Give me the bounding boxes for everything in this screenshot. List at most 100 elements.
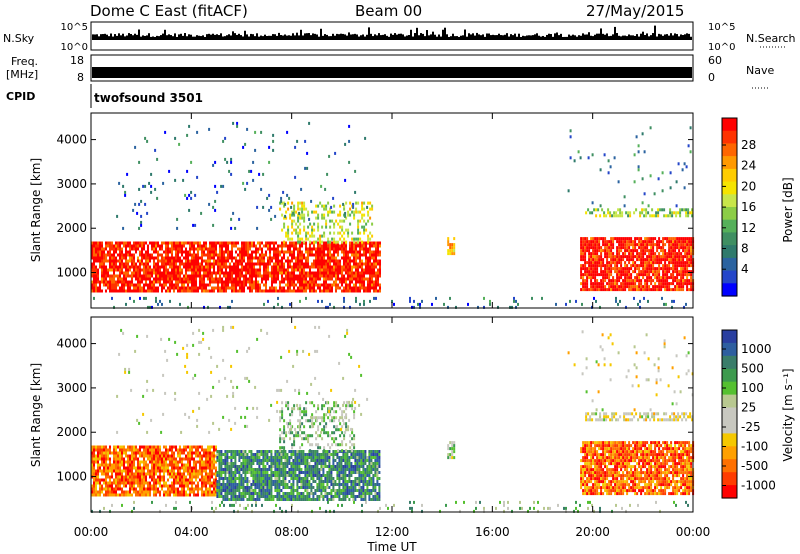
range-cell (690, 288, 693, 292)
range-cell (213, 262, 215, 266)
range-cell (628, 252, 631, 256)
range-cell (648, 237, 651, 241)
range-cell (637, 302, 639, 306)
range-cell (347, 253, 349, 257)
range-cell (684, 273, 687, 277)
range-cell (111, 472, 113, 476)
range-cell (588, 258, 591, 262)
range-cell (125, 466, 127, 470)
range-cell (281, 241, 283, 245)
range-cell (153, 451, 155, 455)
range-cell (321, 289, 323, 293)
range-cell (658, 252, 661, 256)
range-cell (255, 262, 257, 266)
range-cell (183, 457, 185, 461)
range-cell (115, 256, 117, 260)
range-cell (220, 495, 223, 498)
range-cell (159, 247, 161, 251)
range-cell (353, 265, 355, 269)
nsky-bar (642, 31, 644, 40)
range-cell (245, 268, 247, 272)
range-cell (608, 279, 611, 283)
range-cell (275, 277, 277, 281)
range-cell (271, 286, 273, 290)
range-cell (291, 241, 293, 245)
nsky-bar (526, 35, 528, 40)
range-cell (373, 296, 375, 300)
range-cell (642, 270, 645, 274)
range-cell (639, 214, 642, 218)
range-cell (235, 250, 237, 254)
range-cell (149, 454, 151, 458)
range-cell (163, 445, 165, 449)
range-cell (117, 493, 119, 497)
range-cell (209, 265, 211, 269)
range-cell (131, 484, 133, 488)
range-cell (260, 130, 263, 134)
range-cell (258, 172, 261, 176)
range-cell (369, 274, 371, 278)
range-cell (676, 240, 679, 244)
range-cell (119, 262, 121, 266)
range-cell (598, 264, 601, 268)
range-cell (97, 253, 99, 257)
range-cell (127, 460, 129, 464)
range-cell (620, 249, 623, 253)
range-cell (187, 289, 189, 293)
range-cell (169, 274, 171, 278)
range-cell (341, 265, 343, 269)
range-cell (363, 201, 366, 205)
range-cell (205, 469, 207, 473)
range-cell (634, 267, 637, 271)
range-cell (287, 262, 289, 266)
range-cell (359, 250, 361, 254)
nsky-bar (568, 34, 570, 40)
range-cell (676, 261, 679, 265)
range-cell (109, 451, 111, 455)
range-cell (149, 448, 151, 452)
range-cell (141, 478, 143, 482)
range-cell (668, 270, 671, 274)
range-cell (626, 249, 629, 253)
range-cell (355, 253, 357, 257)
range-cell (167, 490, 169, 494)
range-cell (95, 457, 97, 461)
range-cell (367, 219, 370, 223)
range-cell (333, 225, 336, 229)
range-cell (191, 487, 193, 491)
range-cell (197, 469, 199, 473)
range-cell (93, 274, 95, 278)
range-cell (608, 249, 611, 253)
range-cell (646, 288, 649, 292)
range-cell (320, 184, 323, 188)
range-cell (293, 256, 295, 260)
nsky-bar (660, 34, 662, 40)
range-cell (285, 244, 287, 248)
nsky-bar (480, 35, 482, 40)
range-cell (165, 268, 167, 272)
range-cell (580, 264, 583, 268)
range-cell (293, 247, 295, 251)
range-cell (638, 258, 641, 262)
range-cell (263, 256, 265, 260)
range-cell (647, 299, 649, 303)
range-cell (299, 222, 302, 226)
range-cell (301, 289, 303, 293)
range-cell (203, 490, 205, 494)
range-cell (341, 247, 343, 251)
range-cell (347, 250, 349, 254)
range-cell (269, 262, 271, 266)
range-cell (213, 250, 215, 254)
range-cell (228, 450, 231, 453)
range-cell (101, 256, 103, 260)
range-cell (243, 247, 245, 251)
range-cell (317, 216, 320, 220)
range-cell (127, 481, 129, 485)
range-cell (267, 274, 269, 278)
nsky-bar (600, 28, 602, 40)
range-cell (337, 240, 340, 244)
range-cell (133, 475, 135, 479)
range-cell (149, 265, 151, 269)
nsky-bar (314, 33, 316, 40)
nsky-bar (556, 32, 558, 40)
